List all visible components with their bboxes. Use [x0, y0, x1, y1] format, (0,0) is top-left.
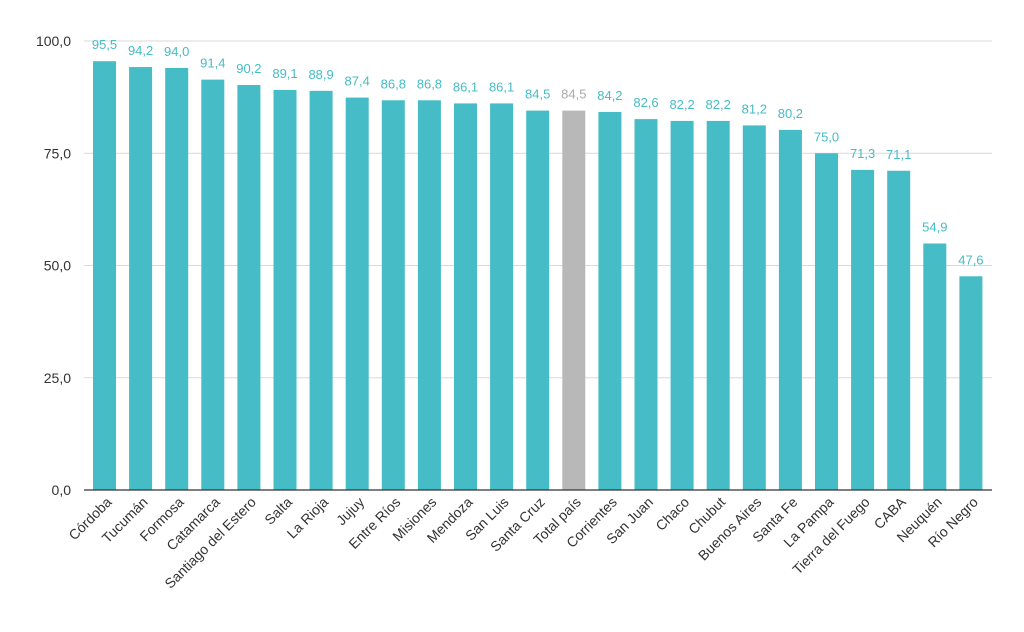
- bars: [93, 61, 983, 491]
- data-label: 95,5: [92, 37, 117, 52]
- data-label: 94,2: [128, 43, 153, 58]
- bar: [165, 67, 189, 490]
- bar: [417, 100, 441, 490]
- data-label: 80,2: [778, 106, 803, 121]
- bar: [851, 169, 875, 490]
- bar: [706, 120, 730, 490]
- bar: [129, 67, 153, 491]
- bar: [381, 100, 405, 490]
- data-label: 89,1: [272, 66, 297, 81]
- data-label: 90,2: [236, 61, 261, 76]
- bar: [490, 103, 514, 490]
- data-label: 86,8: [417, 76, 442, 91]
- data-label: 82,2: [669, 97, 694, 112]
- bar: [634, 119, 658, 490]
- data-label: 82,2: [706, 97, 731, 112]
- bar: [309, 90, 333, 491]
- y-tick-label: 50,0: [44, 258, 71, 274]
- data-label: 84,5: [561, 87, 586, 102]
- y-tick-label: 75,0: [44, 145, 71, 161]
- bar: [742, 125, 766, 491]
- data-label: 47,6: [958, 252, 983, 267]
- bar: [598, 111, 622, 490]
- data-label: 81,2: [742, 101, 767, 116]
- data-label: 75,0: [814, 129, 839, 144]
- bar: [454, 103, 477, 490]
- bar: [923, 243, 947, 490]
- bar: [237, 85, 261, 490]
- y-axis-tick-labels: 0,0 25,0 50,0 75,0 100,0: [36, 33, 71, 498]
- bar: [959, 276, 983, 490]
- y-tick-label: 25,0: [44, 370, 71, 386]
- bar: [93, 61, 116, 490]
- data-label: 86,8: [381, 76, 406, 91]
- bar: [562, 110, 586, 490]
- data-label: 91,4: [200, 56, 225, 71]
- data-label: 94,0: [164, 44, 189, 59]
- bar: [815, 153, 838, 490]
- bar: [273, 89, 297, 490]
- y-tick-label: 100,0: [36, 33, 71, 49]
- y-tick-label: 0,0: [52, 482, 72, 498]
- data-label: 71,1: [886, 147, 911, 162]
- data-label: 86,1: [489, 79, 514, 94]
- data-label: 71,3: [850, 146, 875, 161]
- bar: [201, 79, 225, 490]
- data-label: 54,9: [922, 219, 947, 234]
- bar: [670, 120, 694, 490]
- data-labels: 95,5 94,2 94,0 91,4 90,2 89,1 88,9 87,4 86,8 86,8…: [92, 37, 984, 267]
- data-label: 86,1: [453, 79, 478, 94]
- data-label: 84,2: [597, 88, 622, 103]
- bar: [778, 129, 802, 491]
- bar: [887, 170, 911, 491]
- bar: [345, 97, 369, 490]
- bar: [526, 110, 550, 490]
- data-label: 87,4: [345, 74, 370, 89]
- data-label: 88,9: [308, 67, 333, 82]
- data-label: 82,6: [633, 95, 658, 110]
- data-label: 84,5: [525, 87, 550, 102]
